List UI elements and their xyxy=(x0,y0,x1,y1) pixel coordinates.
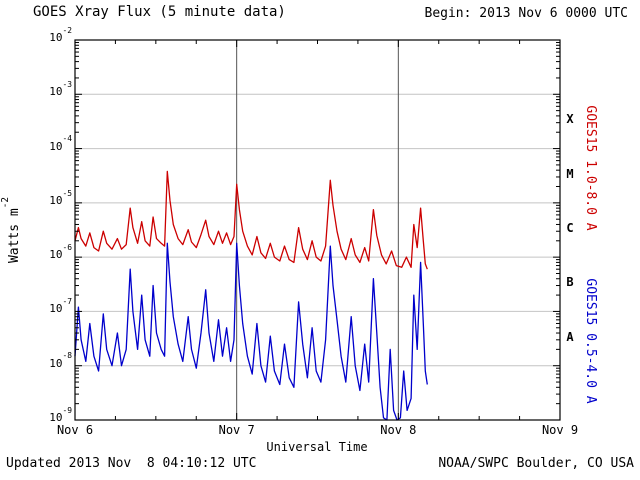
y-tick-label: 10-6 xyxy=(49,242,72,262)
x-tick-label: Nov 6 xyxy=(56,423,94,437)
flare-class-label: M xyxy=(566,166,574,181)
y-tick-label: 10-2 xyxy=(49,25,72,44)
chart-title: GOES Xray Flux (5 minute data) xyxy=(33,4,286,20)
y-tick-label: 10-7 xyxy=(49,297,72,316)
y-tick-label: 10-8 xyxy=(49,351,72,370)
flare-class-label: X xyxy=(566,112,574,127)
flare-class-label: C xyxy=(566,221,574,235)
x-tick-label: Nov 8 xyxy=(380,423,417,437)
y-tick-label: 10-9 xyxy=(49,405,72,424)
flare-class-label: A xyxy=(566,329,574,344)
flux-series-line xyxy=(74,242,428,421)
source-credit: NOAA/SWPC Boulder, CO USA xyxy=(438,456,634,471)
updated-timestamp: Updated 2013 Nov 8 04:10:12 UTC xyxy=(6,456,257,471)
flux-series-line xyxy=(74,170,428,270)
y-tick-label: 10-3 xyxy=(49,80,72,99)
x-axis-label: Universal Time xyxy=(266,440,368,454)
series-label-long-channel: GOES15 1.0-8.0 A xyxy=(583,105,599,231)
x-tick-label: Nov 9 xyxy=(541,423,579,437)
begin-time-label: Begin: 2013 Nov 6 0000 UTC xyxy=(424,6,629,21)
series-label-short-channel: GOES15 0.5-4.0 A xyxy=(583,278,599,404)
y-tick-label: 10-4 xyxy=(49,134,72,153)
y-tick-label: 10-5 xyxy=(49,188,72,207)
flare-class-label: B xyxy=(566,275,574,290)
plot-frame xyxy=(74,39,561,421)
y-axis-units-label: Watts m-2 xyxy=(0,196,22,264)
x-tick-label: Nov 7 xyxy=(218,423,255,437)
